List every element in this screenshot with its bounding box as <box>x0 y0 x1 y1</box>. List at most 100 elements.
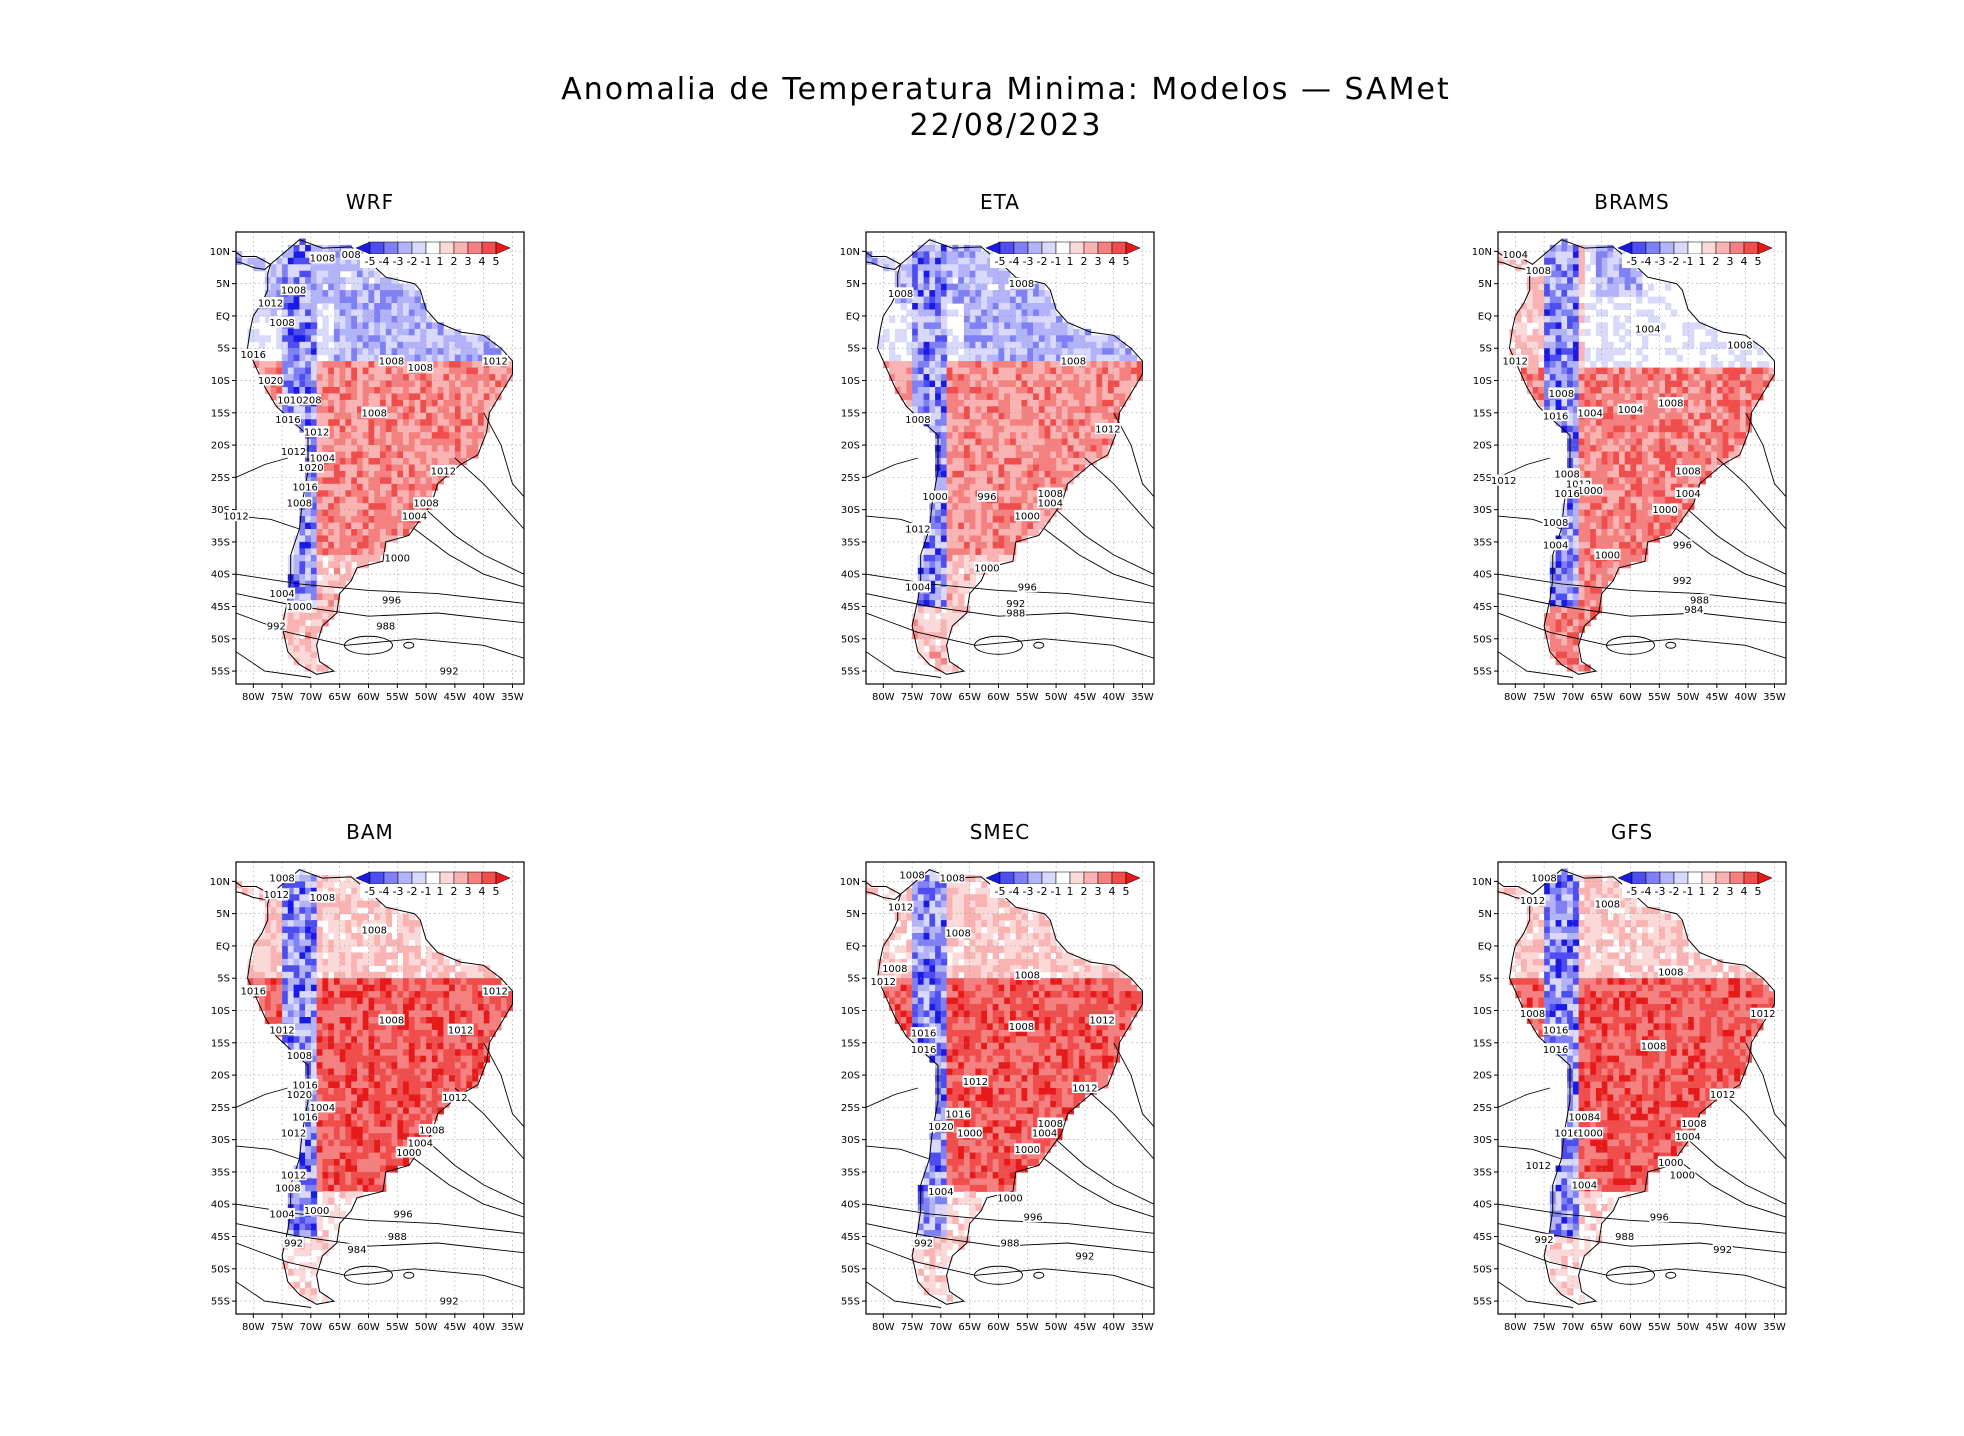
isobar-label-bg <box>309 1101 336 1113</box>
colorbar-label: -2 <box>407 885 418 898</box>
isobar-label: 1012 <box>871 977 896 988</box>
isobar-label-bg <box>269 872 296 884</box>
lon-tick-label: 70W <box>930 1322 953 1333</box>
lat-tick-label: 20S <box>211 1071 230 1082</box>
colorbar-swatch <box>1631 241 1647 255</box>
isobar-label: 1008 <box>882 964 907 975</box>
isobar-label: 1004 <box>1543 541 1568 552</box>
isobar-label: 988 <box>1006 608 1025 619</box>
lon-tick-label: 35W <box>1763 692 1786 703</box>
lat-tick-label: 10N <box>1472 877 1492 888</box>
isobar-label-bg <box>269 316 296 328</box>
isobar-label-bg <box>945 1107 972 1119</box>
colorbar-label: 4 <box>1741 255 1748 268</box>
lat-tick-label: EQ <box>216 311 230 322</box>
isobar-label: 1016 <box>911 1029 936 1040</box>
lat-tick-label: 35S <box>1473 537 1492 548</box>
colorbar-swatch <box>425 871 441 885</box>
isobar-label-bg <box>277 393 322 405</box>
isobar-label: 1000 <box>957 1129 982 1140</box>
lon-tick-label: 60W <box>987 692 1010 703</box>
isobar-label-bg <box>997 1191 1023 1203</box>
lon-tick-label: 80W <box>242 692 265 703</box>
panel-wrf: WRF 10N 5N EQ 5S 10S 15S 20S 25S 30S 35S 40S 45S 50S 5… <box>200 190 540 750</box>
isobar-label: 1020 <box>287 1090 312 1101</box>
isobar-label-bg <box>341 248 362 260</box>
colorbar-swatch <box>1027 871 1043 885</box>
isobar-label-bg <box>1577 484 1604 496</box>
colorbar-label: -1 <box>1683 885 1694 898</box>
isobar-label: 1008 <box>1543 518 1568 529</box>
isobar-label-bg <box>346 1243 367 1255</box>
isobar-label-bg <box>1689 594 1710 606</box>
isobar-label-bg <box>1614 1230 1635 1242</box>
colorbar: -5 -4 -3 -2 -1 1 2 3 4 5 <box>985 241 1141 268</box>
lat-tick-label: 10S <box>841 1006 860 1017</box>
isobar-label-bg <box>309 452 336 463</box>
colorbar-label: 2 <box>1713 885 1720 898</box>
coastline <box>866 862 1143 1305</box>
isobar-label-bg <box>1652 503 1679 515</box>
isobar-label: 1012 <box>482 987 507 998</box>
lon-tick-label: 35W <box>1131 692 1154 703</box>
isobar-label-bg <box>439 1295 460 1307</box>
lat-tick-label: EQ <box>1478 311 1492 322</box>
colorbar-swatch <box>999 241 1015 255</box>
lat-tick-label: 30S <box>841 505 860 516</box>
lat-tick-label: 40S <box>211 570 230 581</box>
lat-tick-label: 30S <box>841 1135 860 1146</box>
isobar-label-bg <box>303 426 330 438</box>
lon-tick-label: 40W <box>1102 1322 1125 1333</box>
colorbar-label: 2 <box>1081 255 1088 268</box>
colorbar-swatch <box>383 241 399 255</box>
colorbar-swatch <box>453 241 469 255</box>
isobar-label: 1012 <box>431 466 456 477</box>
colorbar-swatch <box>1069 241 1085 255</box>
lon-tick-label: 40W <box>472 1322 495 1333</box>
isobar-label: 996 <box>1023 1213 1042 1224</box>
isobar-label: 1008 <box>269 874 294 885</box>
isobar-label-bg <box>439 665 460 677</box>
isobar-label: 1008 <box>1658 967 1683 978</box>
lon-tick-label: 35W <box>1131 1322 1154 1333</box>
isobar-label-bg <box>274 413 301 425</box>
isobar-label-bg <box>1568 1111 1601 1123</box>
coastline <box>236 232 513 675</box>
lat-tick-label: 50S <box>841 634 860 645</box>
isobar-label: 1008 <box>310 893 335 904</box>
lat-tick-label: 55S <box>211 667 230 678</box>
colorbar-swatch <box>453 871 469 885</box>
coastline <box>236 862 513 1305</box>
colorbar-label: -5 <box>365 255 376 268</box>
isobar-label: 988 <box>388 1232 407 1243</box>
isobar-label-bg <box>1640 1040 1667 1052</box>
isobar-label-bg <box>910 1027 937 1039</box>
isobar-label: 996 <box>977 492 996 503</box>
map-frame <box>865 231 1155 685</box>
isobar-label-bg <box>887 287 914 299</box>
lon-tick-label: 60W <box>357 1322 380 1333</box>
lon-tick-label: 80W <box>872 692 895 703</box>
isobar-label-bg <box>1005 606 1026 618</box>
lon-tick-label: 35W <box>1763 1322 1786 1333</box>
isobar-label: 1008 <box>281 286 306 297</box>
colorbar: -5 -4 -3 -2 -1 1 2 3 4 5 <box>985 871 1141 898</box>
lat-tick-label: 50S <box>1473 634 1492 645</box>
colorbar-label: 5 <box>1755 885 1762 898</box>
isobar-label-bg <box>1017 581 1038 593</box>
isobar-label: 1004 <box>1618 405 1643 416</box>
grid-lines <box>236 232 524 684</box>
isobar-label: 1020 <box>298 463 323 474</box>
isobar-lines <box>236 1042 524 1308</box>
colorbar-swatch <box>1111 871 1127 885</box>
isobar-label: 1012 <box>1095 424 1120 435</box>
isobar-label: 1004 <box>310 1103 335 1114</box>
coastline <box>866 232 1143 675</box>
lon-tick-label: 75W <box>901 692 924 703</box>
isobar-label-bg <box>1037 487 1064 499</box>
isobar-label: 1016 <box>945 1109 970 1120</box>
panel-title: BRAMS <box>1594 190 1670 214</box>
isobar-label-bg <box>283 1236 304 1248</box>
isobar-label: 1000 <box>287 602 312 613</box>
colorbar-swatch <box>411 871 427 885</box>
